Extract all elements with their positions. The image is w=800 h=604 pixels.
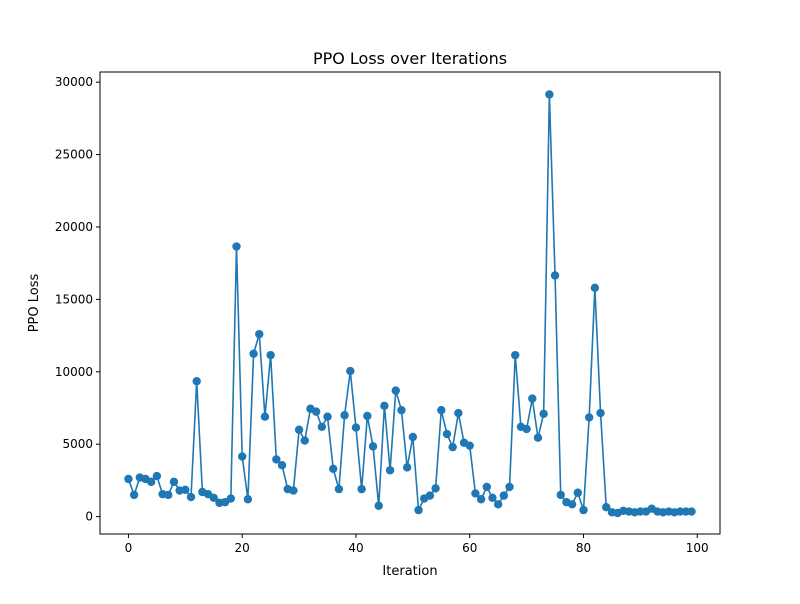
plot-frame	[99, 71, 721, 535]
series-line-group	[124, 90, 696, 518]
data-point	[579, 505, 588, 515]
data-point	[346, 366, 355, 376]
data-point	[488, 493, 497, 502]
data-point	[442, 429, 452, 439]
data-point	[368, 442, 378, 451]
data-point	[397, 405, 406, 415]
data-point	[465, 441, 474, 450]
y-tick-label: 20000	[55, 220, 93, 234]
x-tick-label: 100	[686, 541, 709, 555]
y-tick-label: 10000	[55, 365, 93, 379]
data-point	[277, 461, 287, 470]
y-axis-label: PPO Loss	[27, 273, 42, 332]
data-point	[209, 493, 218, 502]
data-point	[238, 452, 247, 461]
data-point	[129, 490, 139, 500]
x-tick-label: 80	[576, 541, 591, 555]
y-tick-label: 5000	[62, 437, 93, 451]
data-point	[511, 350, 520, 360]
data-point	[454, 408, 463, 418]
data-point	[493, 500, 503, 509]
data-point	[402, 463, 412, 472]
data-point	[602, 503, 611, 512]
x-tick-label: 60	[462, 541, 477, 555]
data-point	[385, 466, 395, 475]
data-point	[272, 455, 281, 464]
data-point	[164, 490, 173, 500]
data-point	[499, 491, 509, 500]
data-point	[255, 329, 264, 339]
data-point	[522, 424, 531, 434]
data-point	[425, 491, 435, 500]
data-point	[226, 494, 236, 503]
data-point	[329, 464, 338, 474]
data-point	[294, 425, 304, 434]
data-point	[590, 283, 600, 292]
data-point	[311, 407, 321, 416]
data-point	[351, 423, 361, 432]
data-point	[243, 495, 253, 504]
x-tick-label: 40	[348, 541, 363, 555]
data-point	[414, 505, 423, 515]
data-point	[408, 432, 418, 442]
data-point	[323, 412, 332, 421]
data-point	[169, 477, 179, 487]
data-point	[334, 484, 344, 494]
data-point	[448, 442, 457, 452]
y-tick-label: 30000	[55, 75, 93, 89]
data-point	[363, 411, 372, 421]
data-point	[539, 409, 548, 418]
x-axis: 0 20 40 60 80 100	[125, 534, 709, 555]
data-point	[596, 408, 605, 418]
x-tick-label: 0	[125, 541, 133, 555]
data-point	[181, 485, 190, 495]
data-point	[533, 433, 543, 442]
data-point	[146, 477, 156, 487]
data-point	[317, 422, 327, 432]
data-point	[340, 411, 349, 420]
data-point	[192, 377, 201, 386]
data-point	[391, 386, 400, 395]
data-point	[476, 495, 486, 504]
data-point	[528, 394, 537, 403]
data-point	[232, 242, 241, 251]
y-tick-label: 15000	[55, 292, 93, 306]
x-tick-label: 20	[235, 541, 250, 555]
data-point	[482, 482, 491, 492]
data-point	[687, 507, 696, 516]
data-point	[550, 271, 560, 280]
data-point	[357, 484, 366, 494]
data-point	[374, 501, 383, 510]
data-point	[300, 436, 309, 445]
data-point	[431, 484, 440, 493]
y-tick-label: 25000	[55, 148, 93, 162]
data-point	[567, 500, 577, 509]
plot-area	[99, 71, 721, 535]
data-point	[152, 471, 162, 481]
y-axis: 0 5000 10000 15000 20000 25000 30000	[55, 75, 100, 524]
data-point	[289, 486, 298, 495]
data-point	[584, 413, 594, 422]
data-point	[545, 90, 554, 99]
data-point	[556, 490, 565, 500]
data-point	[124, 474, 133, 484]
data-point	[380, 401, 389, 411]
data-point	[573, 488, 582, 497]
y-tick-label: 0	[85, 510, 93, 524]
data-point	[249, 349, 258, 358]
x-axis-label: Iteration	[382, 564, 437, 579]
data-point	[505, 482, 514, 492]
data-point	[266, 350, 275, 360]
chart-title: PPO Loss over Iterations	[313, 49, 507, 68]
data-point	[437, 405, 446, 415]
data-point	[260, 412, 270, 421]
data-point	[471, 489, 480, 498]
data-point	[186, 492, 196, 502]
